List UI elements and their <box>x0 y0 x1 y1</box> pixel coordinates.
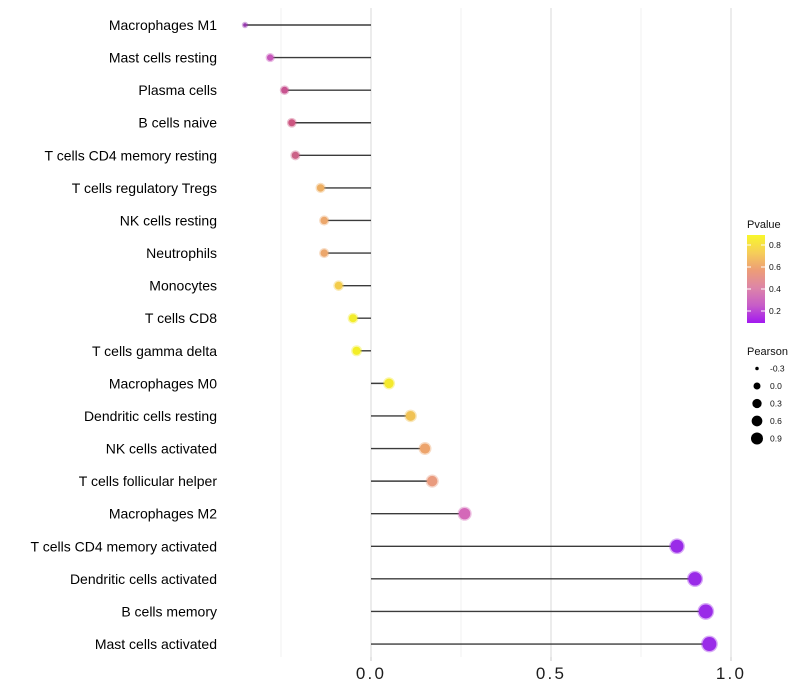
pearson-legend-label: 0.9 <box>770 434 782 444</box>
pearson-legend-label: 0.3 <box>770 399 782 409</box>
y-axis-label: T cells follicular helper <box>79 473 218 489</box>
lollipop-dot <box>352 346 361 355</box>
lollipop-dot <box>320 249 328 257</box>
lollipop-dot <box>320 216 328 225</box>
y-axis-label: Mast cells activated <box>95 636 217 652</box>
y-axis-label: T cells regulatory Tregs <box>72 180 217 196</box>
y-axis-label: Mast cells resting <box>109 50 217 66</box>
lollipop-dot <box>384 378 394 389</box>
pvalue-tick-label: 0.6 <box>769 262 781 272</box>
y-axis-label: Dendritic cells activated <box>70 571 217 587</box>
lollipop-dot <box>267 54 274 61</box>
pvalue-legend-title: Pvalue <box>747 219 781 231</box>
y-axis-label: NK cells resting <box>120 212 217 228</box>
lollipop-dot <box>334 281 343 290</box>
x-axis-tick-label: 0.5 <box>536 664 566 683</box>
lollipop-dot <box>698 604 713 619</box>
lollipop-dot <box>349 314 357 323</box>
y-axis-label: B cells naive <box>138 115 217 131</box>
y-axis-label: Dendritic cells resting <box>84 408 217 424</box>
pearson-legend-label: 0.6 <box>770 416 782 426</box>
y-axis-label: Macrophages M1 <box>109 17 217 33</box>
y-axis-label: Monocytes <box>149 278 217 294</box>
pearson-legend-dot <box>755 366 759 371</box>
x-axis-tick-label: 1.0 <box>716 664 746 683</box>
lollipop-dot <box>405 411 416 421</box>
lollipop-dot <box>291 151 299 159</box>
y-axis-label: B cells memory <box>121 603 217 619</box>
x-axis-tick-label: 0.0 <box>356 664 386 683</box>
pearson-legend-label: -0.3 <box>770 364 785 374</box>
y-axis-label: T cells CD4 memory activated <box>31 538 217 554</box>
lollipop-dot <box>316 184 325 192</box>
y-axis-label: Macrophages M2 <box>109 506 217 522</box>
y-axis-label: Plasma cells <box>138 82 217 98</box>
pearson-legend-dot <box>752 398 762 409</box>
lollipop-dot <box>419 443 431 454</box>
y-axis-label: Macrophages M0 <box>109 375 217 391</box>
pvalue-tick-label: 0.2 <box>769 306 781 316</box>
pearson-legend-label: 0.0 <box>770 381 782 391</box>
lollipop-dot <box>281 86 288 94</box>
lollipop-dot <box>288 119 296 127</box>
pearson-legend-dot <box>751 432 763 445</box>
pvalue-colorbar <box>747 235 765 323</box>
lollipop-dot <box>702 637 717 652</box>
lollipop-dot <box>688 572 702 586</box>
y-axis-label: T cells CD8 <box>145 310 217 326</box>
y-axis-label: T cells gamma delta <box>92 343 217 359</box>
pearson-legend-dot <box>753 382 761 390</box>
lollipop-dot <box>458 508 471 520</box>
pvalue-tick-label: 0.4 <box>769 284 781 294</box>
lollipop-dot <box>427 475 438 487</box>
y-axis-label: NK cells activated <box>106 441 217 457</box>
pvalue-tick-label: 0.8 <box>769 240 781 250</box>
pearson-legend-title: Pearson <box>747 346 788 358</box>
y-axis-label: Neutrophils <box>146 245 217 261</box>
y-axis-label: T cells CD4 memory resting <box>45 147 217 163</box>
lollipop-dot <box>243 23 247 27</box>
lollipop-dot <box>670 539 684 553</box>
pearson-legend-dot <box>751 415 763 427</box>
